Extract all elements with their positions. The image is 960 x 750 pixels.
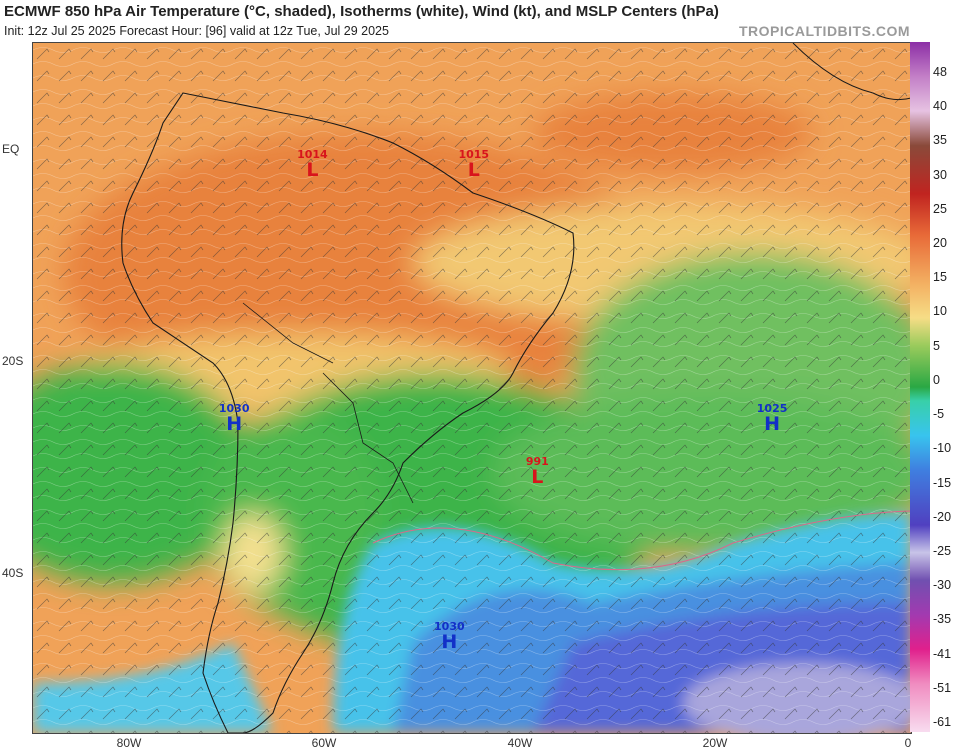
center-symbol: H — [764, 413, 781, 436]
colorbar-label: 10 — [933, 304, 947, 319]
colorbar-label: -35 — [933, 612, 952, 627]
lat-label-eq: EQ — [2, 142, 20, 156]
colorbar-label: -51 — [933, 680, 952, 695]
chart-title: ECMWF 850 hPa Air Temperature (°C, shade… — [4, 3, 719, 20]
wind-barb-overlay — [33, 43, 911, 733]
chart-subtitle: Init: 12z Jul 25 2025 Forecast Hour: [96… — [4, 24, 389, 38]
center-pressure-value: 1014 — [297, 148, 328, 161]
lon-label-60w: 60W — [311, 736, 337, 750]
colorbar-label: 5 — [933, 338, 940, 353]
lat-label-40s: 40S — [2, 566, 24, 580]
colorbar-label: 15 — [933, 270, 947, 285]
africa-coastline — [792, 43, 911, 101]
colorbar-label: 40 — [933, 99, 947, 114]
center-pressure-value: 1030 — [218, 402, 250, 416]
colorbar-label: -41 — [933, 646, 952, 661]
lon-label-40w: 40W — [507, 736, 533, 750]
colorbar-label: -20 — [933, 509, 952, 524]
high-pressure-center: 1025 H — [756, 402, 788, 436]
center-pressure-value: 1015 — [458, 148, 490, 161]
colorbar-label: 0 — [933, 372, 940, 387]
colorbar-label: 25 — [933, 201, 947, 216]
colorbar-label: -10 — [933, 441, 952, 456]
colorbar-label: -15 — [933, 475, 952, 490]
center-pressure-value: 1030 — [434, 619, 465, 633]
center-pressure-value: 1025 — [756, 402, 788, 416]
lat-label-20s: 20S — [2, 354, 24, 368]
colorbar-label: -61 — [933, 715, 952, 729]
colorbar-label: 20 — [933, 236, 947, 251]
colorbar-label: -25 — [933, 543, 952, 558]
zero-isotherm — [372, 510, 911, 571]
colorbar-label: 48 — [933, 65, 947, 79]
high-pressure-center: 1030 H — [434, 619, 465, 653]
lon-label-20w: 20W — [702, 736, 728, 750]
temperature-colorbar — [910, 42, 930, 732]
low-pressure-center: 991 L — [525, 455, 549, 489]
low-pressure-center: 1015 L — [458, 148, 490, 181]
low-pressure-center: 1014 L — [297, 148, 328, 181]
border-lines — [322, 372, 414, 504]
brand-watermark: TROPICALTIDBITS.COM — [738, 23, 910, 39]
colorbar-label: 30 — [933, 167, 947, 182]
lon-label-0: 0 — [904, 736, 912, 750]
border-lines-north — [242, 302, 334, 364]
map-panel — [32, 42, 912, 734]
center-symbol: L — [531, 466, 544, 489]
center-symbol: L — [306, 159, 319, 181]
center-symbol: H — [441, 630, 458, 653]
high-pressure-center: 1030 H — [218, 402, 250, 436]
temperature-map — [33, 43, 911, 733]
lon-label-80w: 80W — [116, 736, 142, 750]
colorbar-label: -30 — [933, 578, 952, 593]
center-pressure-value: 991 — [525, 455, 549, 469]
center-symbol: H — [226, 413, 243, 436]
south-america-coastline — [121, 92, 575, 733]
colorbar-label: -5 — [933, 407, 945, 422]
center-symbol: L — [467, 159, 480, 181]
colorbar-label: 35 — [933, 133, 947, 148]
